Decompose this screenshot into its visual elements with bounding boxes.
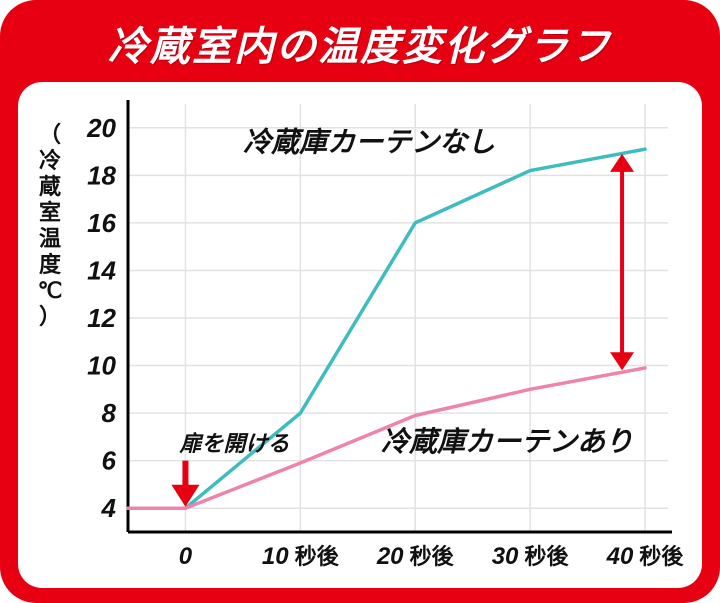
svg-text:（: （ (39, 122, 61, 147)
svg-text:℃: ℃ (38, 278, 63, 303)
svg-text:20: 20 (86, 113, 116, 143)
chart-panel: 4 6 8 10 12 14 16 18 20 0 10 秒後 20 秒後 30 秒後 40 秒後 （冷蔵室… (18, 82, 702, 588)
svg-text:18: 18 (87, 160, 116, 190)
svg-text:30 秒後: 30 秒後 (492, 543, 570, 570)
svg-text:度: 度 (39, 252, 62, 277)
svg-text:10: 10 (87, 351, 116, 381)
svg-text:冷: 冷 (39, 148, 61, 173)
svg-text:20 秒後: 20 秒後 (376, 543, 455, 570)
svg-text:8: 8 (102, 398, 117, 428)
svg-text:14: 14 (87, 255, 116, 285)
chart-card: 冷蔵室内の温度変化グラフ 4 6 8 10 12 14 16 18 20 0 10 秒後 20 秒後 3… (0, 0, 720, 603)
svg-text:40 秒後: 40 秒後 (606, 543, 685, 570)
svg-text:12: 12 (87, 303, 116, 333)
svg-text:蔵: 蔵 (39, 174, 61, 199)
svg-text:扉を開ける: 扉を開ける (178, 431, 289, 456)
svg-text:）: ） (39, 304, 61, 329)
svg-text:室: 室 (39, 200, 61, 225)
svg-text:温: 温 (39, 226, 61, 251)
svg-text:冷蔵庫カーテンなし: 冷蔵庫カーテンなし (243, 127, 495, 158)
svg-text:4: 4 (101, 493, 117, 523)
chart-title: 冷蔵室内の温度変化グラフ (18, 14, 702, 72)
svg-text:6: 6 (102, 446, 117, 476)
svg-text:0: 0 (179, 543, 193, 570)
svg-text:冷蔵庫カーテンあり: 冷蔵庫カーテンあり (381, 426, 633, 457)
line-chart: 4 6 8 10 12 14 16 18 20 0 10 秒後 20 秒後 30 秒後 40 秒後 （冷蔵室… (18, 82, 702, 588)
svg-text:16: 16 (87, 208, 116, 238)
svg-text:10 秒後: 10 秒後 (262, 543, 340, 570)
